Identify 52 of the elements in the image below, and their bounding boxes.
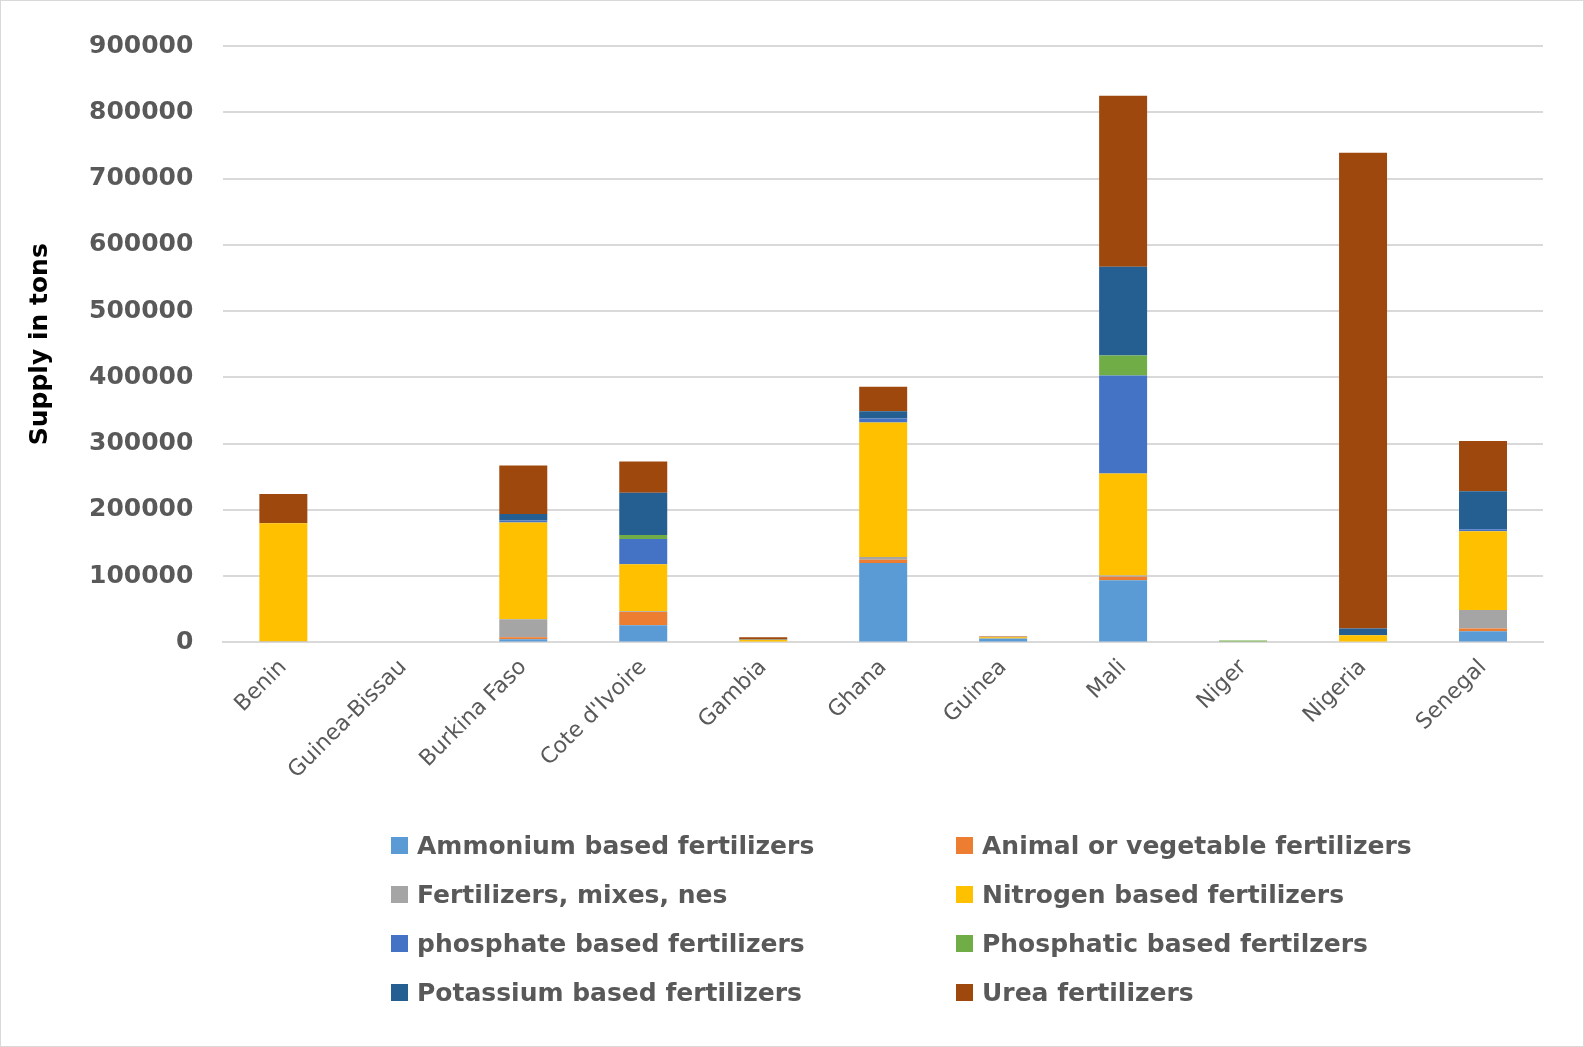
bar (1099, 266, 1148, 356)
bar (859, 562, 908, 642)
bar (1099, 473, 1148, 576)
legend-label: phosphate based fertilizers (417, 929, 805, 958)
bar (1459, 491, 1508, 530)
bar (859, 418, 908, 423)
y-tick-label: 900000 (89, 29, 194, 59)
bar (619, 535, 668, 540)
legend-label: Phosphatic based fertilzers (982, 929, 1368, 958)
bar (259, 523, 308, 642)
y-tick-label: 400000 (89, 360, 194, 390)
legend-label: Ammonium based fertilizers (417, 831, 815, 860)
bar (619, 625, 668, 642)
bar (499, 619, 548, 638)
legend-label: Fertilizers, mixes, nes (417, 880, 728, 909)
bar (619, 564, 668, 612)
y-tick-label: 0 (175, 625, 194, 655)
y-tick-label: 500000 (89, 294, 194, 324)
bar (1099, 355, 1148, 376)
bar (619, 611, 668, 626)
bar (1099, 576, 1148, 581)
bar (1099, 95, 1148, 267)
y-tick-label: 300000 (89, 427, 194, 457)
bar (859, 422, 908, 557)
y-tick-label: 200000 (89, 493, 194, 523)
bar (1099, 580, 1148, 642)
bar (1339, 152, 1388, 629)
bar (1459, 610, 1508, 629)
bar (619, 492, 668, 536)
y-tick-label: 600000 (89, 228, 194, 258)
y-axis-title: Supply in tons (23, 243, 53, 446)
bar (1459, 531, 1508, 610)
bar (619, 461, 668, 493)
y-tick-label: 100000 (89, 559, 194, 589)
bar (859, 411, 908, 419)
legend-label: Potassium based fertilizers (417, 978, 802, 1007)
bar (619, 539, 668, 565)
legend-label: Nitrogen based fertilizers (982, 880, 1345, 909)
bar (499, 522, 548, 620)
bar (1099, 375, 1148, 474)
bar (1459, 631, 1508, 642)
legend-label: Urea fertilizers (982, 978, 1194, 1007)
bar (259, 494, 308, 524)
bar (499, 465, 548, 514)
bar (1339, 635, 1388, 642)
bar (1459, 441, 1508, 492)
bar (1339, 628, 1388, 636)
bar (499, 513, 548, 521)
legend-label: Animal or vegetable fertilizers (982, 831, 1412, 860)
bar (859, 386, 908, 412)
y-tick-label: 800000 (89, 95, 194, 125)
y-tick-label: 700000 (89, 162, 194, 192)
